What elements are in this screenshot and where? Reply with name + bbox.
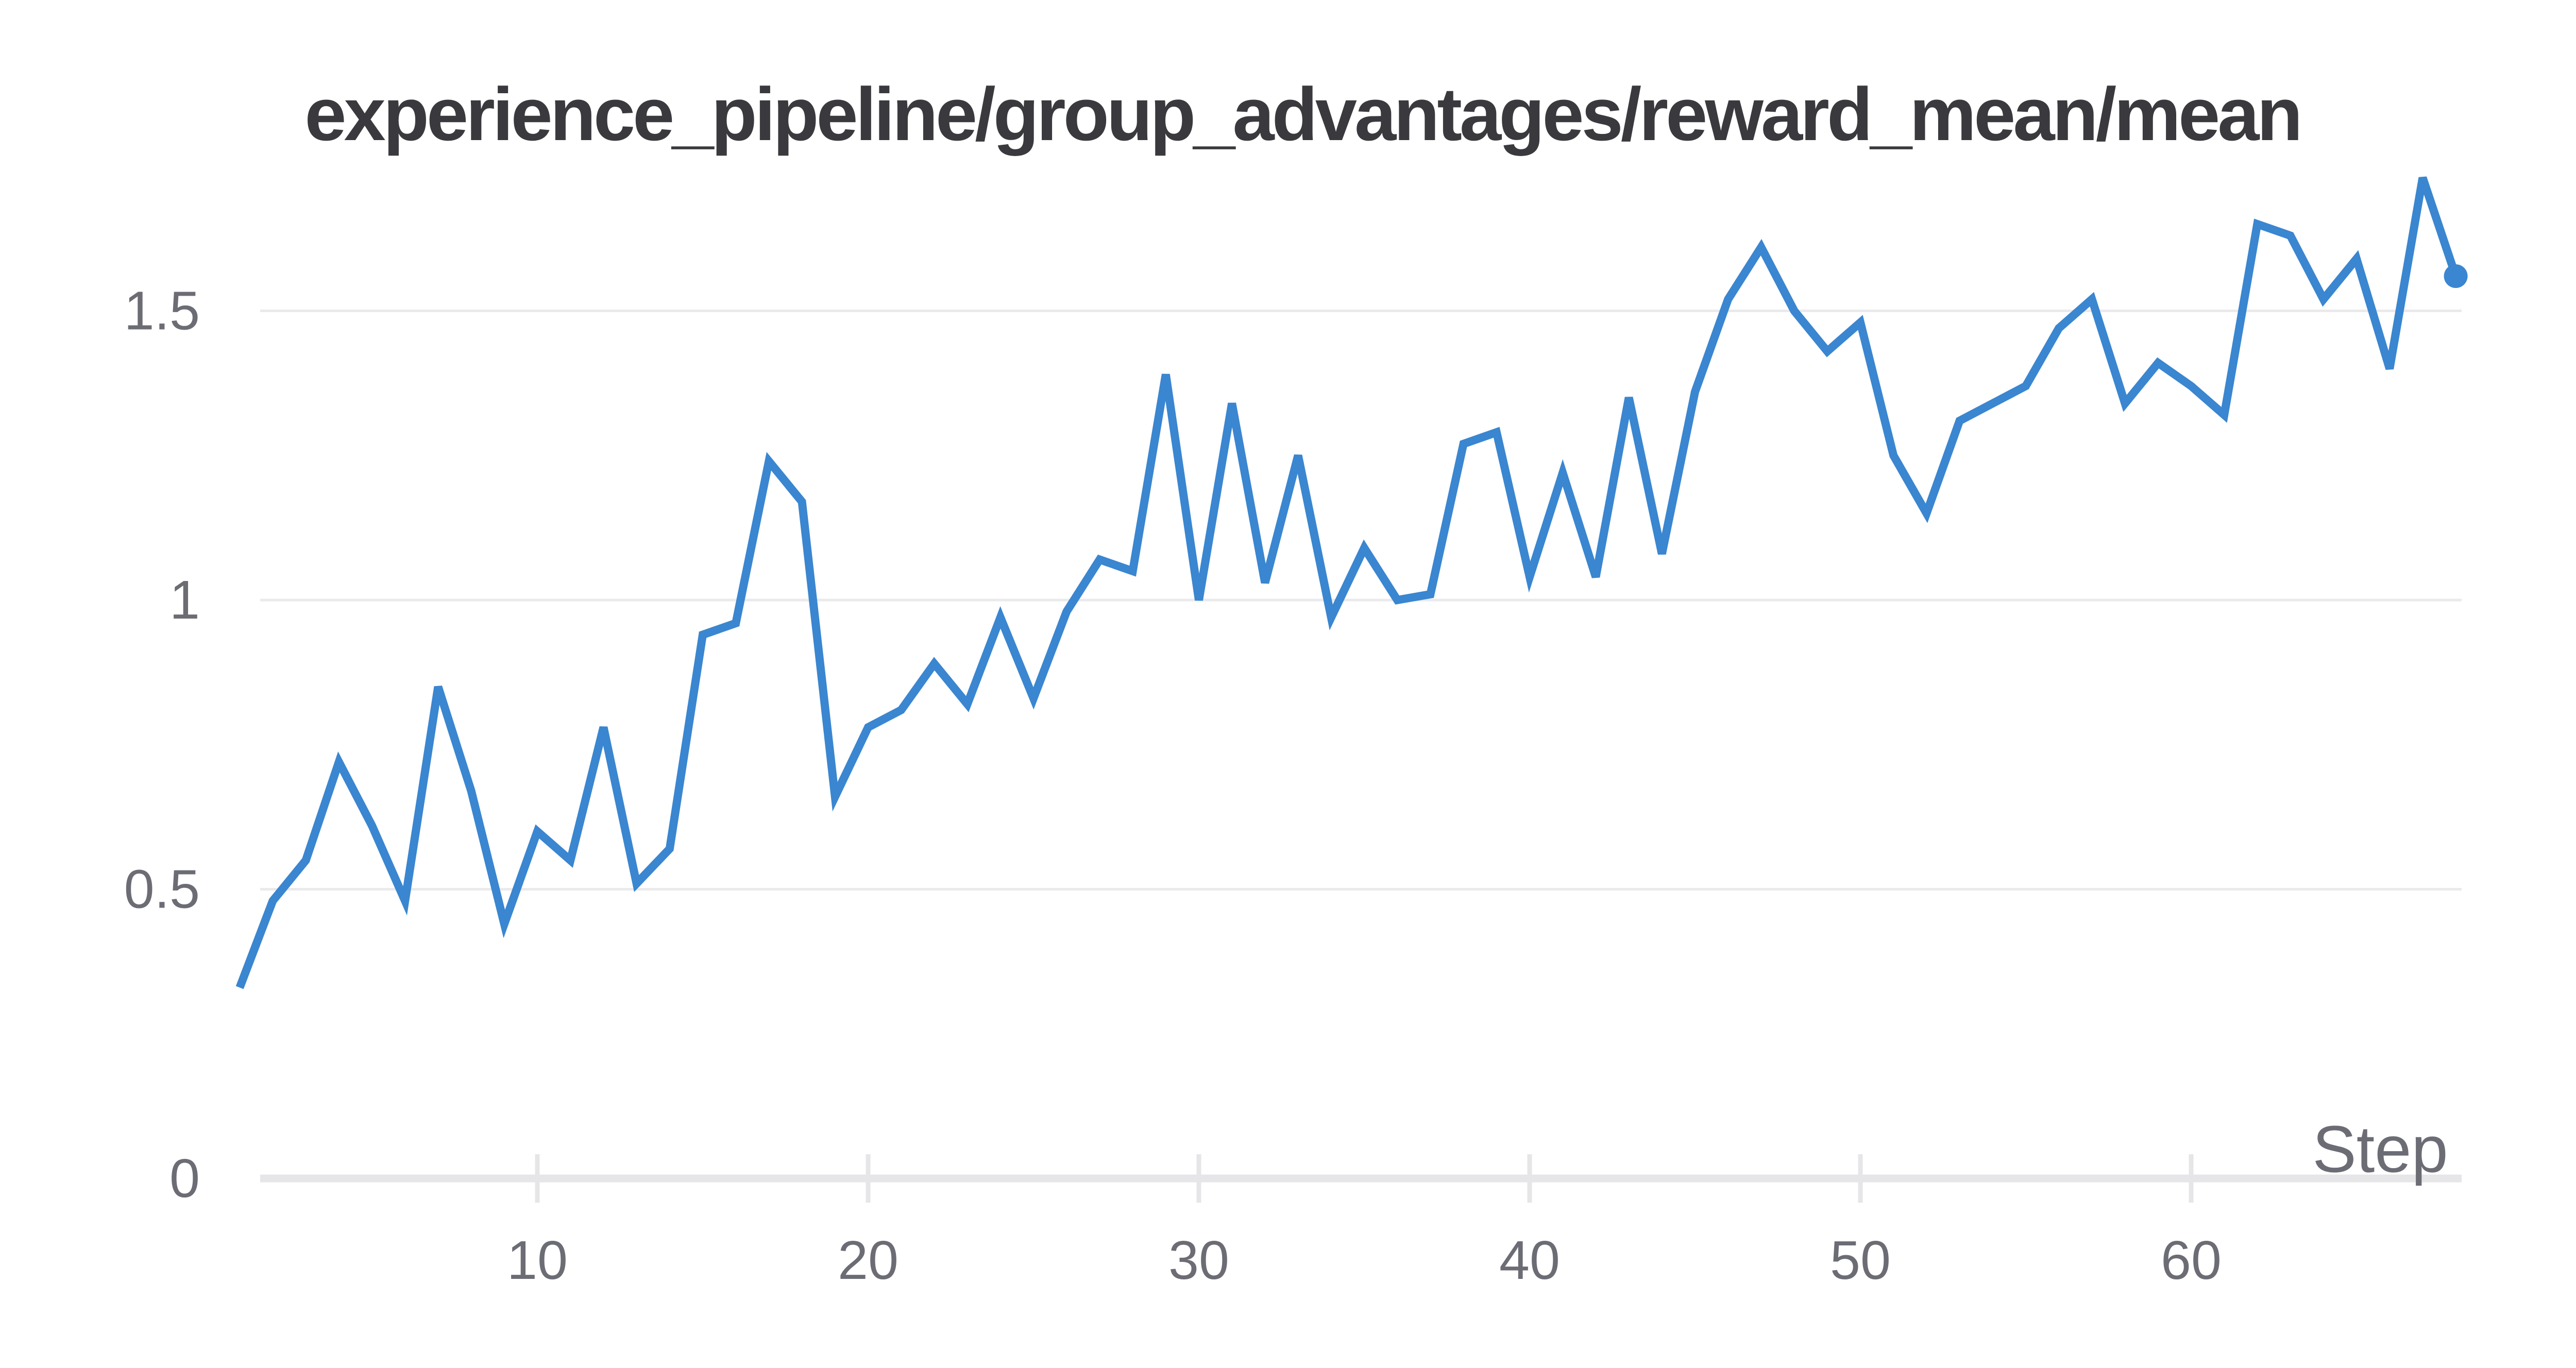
chart-title: experience_pipeline/group_advantages/rew… <box>304 72 2302 156</box>
y-axis-labels: 0 0.5 1 1.5 <box>124 281 200 1209</box>
x-tick-label: 30 <box>1168 1230 1229 1291</box>
last-point-dot <box>2444 264 2468 288</box>
x-tick-label: 60 <box>2161 1230 2222 1291</box>
series-group <box>235 176 2468 989</box>
y-tick-label: 0.5 <box>124 859 200 920</box>
x-axis-title: Step <box>2312 1113 2448 1187</box>
x-axis-labels: 10 20 30 40 50 60 <box>507 1230 2222 1291</box>
x-axis <box>260 1154 2462 1203</box>
x-tick-label: 10 <box>507 1230 568 1291</box>
x-tick-label: 40 <box>1499 1230 1560 1291</box>
x-tick-label: 20 <box>838 1230 899 1291</box>
y-tick-label: 1.5 <box>124 281 200 341</box>
y-tick-label: 0 <box>170 1148 200 1209</box>
series-line <box>235 176 2460 989</box>
y-tick-label: 1 <box>170 570 200 630</box>
x-tick-label: 50 <box>1830 1230 1891 1291</box>
